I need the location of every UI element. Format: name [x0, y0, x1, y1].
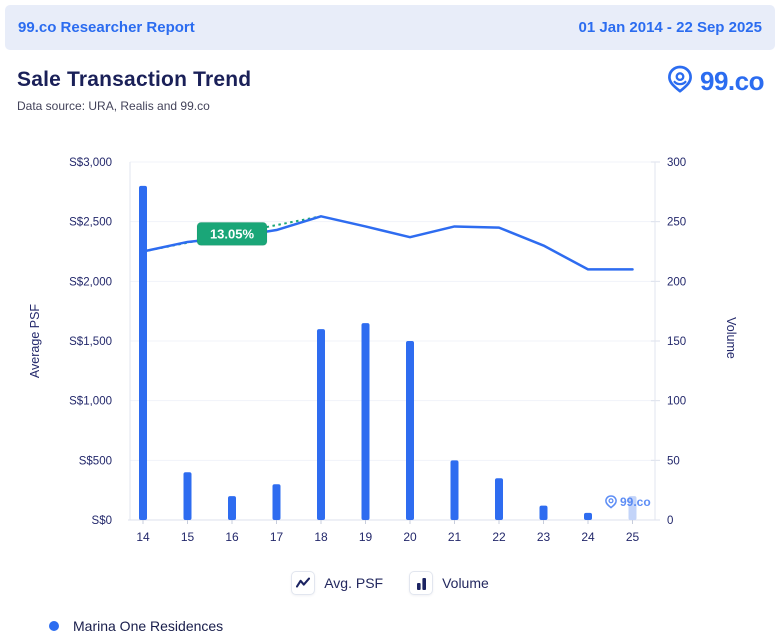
volume-bars: [139, 185, 637, 520]
chart-watermark: 99.co: [605, 495, 651, 509]
svg-text:100: 100: [667, 396, 686, 408]
legend-label-avg-psf: Avg. PSF: [324, 575, 384, 591]
svg-text:150: 150: [667, 336, 686, 348]
line-chart-icon: [291, 571, 316, 595]
svg-text:S$2,500: S$2,500: [69, 217, 112, 229]
svg-text:300: 300: [667, 157, 686, 169]
svg-text:Volume: Volume: [724, 317, 738, 359]
svg-text:S$1,500: S$1,500: [69, 336, 112, 348]
annotation-badge: 13.05%: [196, 221, 268, 246]
svg-text:20: 20: [403, 530, 417, 544]
legend-item-volume[interactable]: Volume: [409, 571, 489, 595]
svg-text:S$3,000: S$3,000: [69, 157, 112, 169]
svg-text:24: 24: [581, 530, 595, 544]
svg-text:21: 21: [448, 530, 462, 544]
svg-text:23: 23: [537, 530, 551, 544]
series-legend: Marina One Residences: [49, 618, 223, 634]
svg-text:0: 0: [667, 515, 673, 527]
sale-transaction-chart: S$0 0 S$500 50 S$1,000 100 S$1,500 150 S$2,000 20…: [28, 157, 738, 544]
title-block: Sale Transaction Trend Data source: URA,…: [17, 68, 251, 113]
svg-text:22: 22: [492, 530, 506, 544]
99co-pin-icon: [668, 65, 692, 93]
legend-item-avg-psf[interactable]: Avg. PSF: [291, 571, 383, 595]
svg-text:25: 25: [626, 530, 640, 544]
series-dot-icon: [49, 621, 59, 631]
svg-text:99.co: 99.co: [620, 495, 651, 509]
legend-label-volume: Volume: [442, 575, 489, 591]
report-date-range: 01 Jan 2014 - 22 Sep 2025: [578, 19, 762, 36]
page-title: Sale Transaction Trend: [17, 68, 252, 91]
chart-legend: Avg. PSF Volume: [0, 570, 780, 596]
svg-text:50: 50: [667, 455, 680, 467]
svg-text:S$1,000: S$1,000: [69, 396, 112, 408]
svg-text:14: 14: [136, 530, 150, 544]
svg-text:S$500: S$500: [79, 455, 112, 467]
svg-text:200: 200: [667, 276, 686, 288]
99co-logo-text: 99.co: [700, 65, 765, 96]
series-legend-label: Marina One Residences: [73, 618, 224, 634]
svg-text:17: 17: [270, 530, 284, 544]
svg-text:18: 18: [314, 530, 328, 544]
svg-text:13.05%: 13.05%: [210, 227, 255, 242]
svg-text:S$0: S$0: [92, 515, 112, 527]
data-source-note: Data source: URA, Realis and 99.co: [17, 99, 210, 113]
svg-text:19: 19: [359, 530, 373, 544]
report-header-title: 99.co Researcher Report: [18, 19, 195, 36]
99co-logo: 99.co: [664, 64, 765, 98]
svg-text:16: 16: [225, 530, 239, 544]
svg-text:Average PSF: Average PSF: [28, 304, 42, 378]
svg-text:15: 15: [181, 530, 195, 544]
report-header-bar: 99.co Researcher Report 01 Jan 2014 - 22…: [5, 5, 775, 50]
svg-text:250: 250: [667, 217, 686, 229]
svg-text:S$2,000: S$2,000: [69, 276, 112, 288]
bar-chart-icon: [409, 571, 434, 595]
